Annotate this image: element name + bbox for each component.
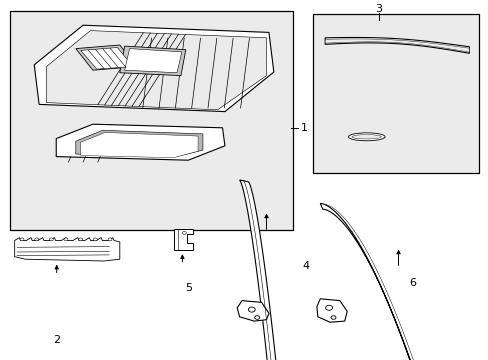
Polygon shape — [325, 39, 468, 52]
Polygon shape — [34, 25, 273, 112]
Text: 4: 4 — [302, 261, 308, 271]
Polygon shape — [56, 124, 224, 160]
Circle shape — [35, 238, 39, 241]
Polygon shape — [124, 49, 182, 73]
Ellipse shape — [347, 133, 384, 141]
Bar — [312, 14, 478, 173]
Text: 2: 2 — [53, 335, 60, 345]
Polygon shape — [81, 48, 133, 69]
Circle shape — [254, 316, 259, 319]
Polygon shape — [76, 130, 203, 157]
Polygon shape — [320, 203, 466, 360]
Bar — [10, 11, 293, 230]
Polygon shape — [15, 238, 120, 261]
Circle shape — [325, 305, 332, 310]
Circle shape — [64, 238, 68, 241]
Polygon shape — [46, 31, 266, 110]
Ellipse shape — [351, 135, 381, 139]
Circle shape — [248, 307, 255, 312]
Polygon shape — [239, 180, 297, 360]
Polygon shape — [81, 132, 198, 158]
Circle shape — [330, 316, 335, 319]
Polygon shape — [173, 229, 193, 250]
Polygon shape — [237, 301, 268, 321]
Polygon shape — [316, 299, 346, 322]
Text: 6: 6 — [409, 278, 416, 288]
Text: 3: 3 — [375, 4, 382, 14]
Polygon shape — [120, 46, 185, 76]
Polygon shape — [325, 37, 468, 53]
Text: 5: 5 — [184, 283, 191, 293]
Circle shape — [49, 238, 53, 241]
Circle shape — [93, 238, 97, 241]
Circle shape — [20, 238, 24, 241]
Circle shape — [79, 238, 82, 241]
Polygon shape — [76, 45, 137, 70]
Circle shape — [108, 238, 112, 241]
Text: 1: 1 — [300, 123, 307, 133]
Circle shape — [182, 231, 186, 234]
